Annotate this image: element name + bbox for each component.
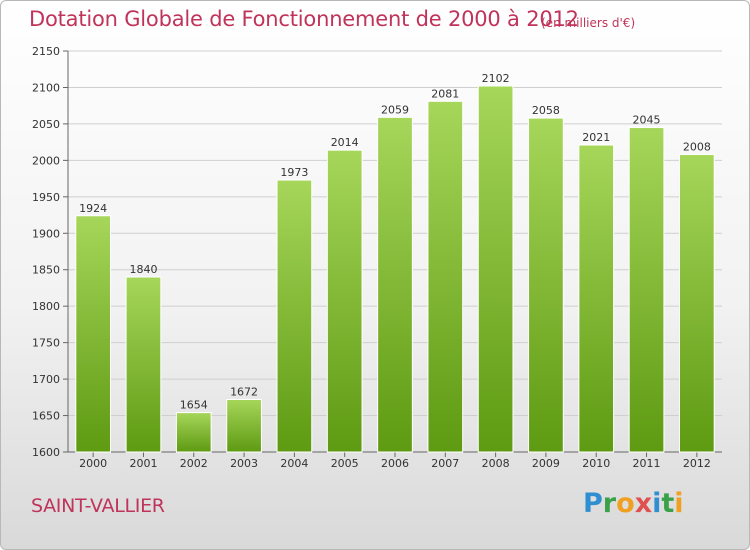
bar-value-label: 1924 (79, 202, 107, 215)
x-tick-label: 2004 (280, 457, 308, 470)
bar-value-label: 2021 (582, 131, 610, 144)
bar (678, 154, 715, 453)
x-tick-label: 2001 (129, 457, 157, 470)
bar (477, 85, 514, 453)
bar-value-label: 2008 (683, 141, 711, 154)
y-tick-label: 1650 (32, 410, 60, 423)
bar-value-label: 1672 (230, 386, 258, 399)
bar (528, 117, 564, 453)
y-tick-label: 1900 (32, 227, 60, 240)
x-tick-label: 2007 (431, 457, 459, 470)
y-tick-label: 1750 (32, 337, 60, 350)
x-tick-label: 2008 (482, 457, 510, 470)
logo-letter: t (661, 488, 675, 519)
logo-letter: r (602, 488, 617, 519)
x-tick-label: 2005 (331, 457, 359, 470)
x-tick-label: 2002 (180, 457, 208, 470)
x-tick-label: 2009 (532, 457, 560, 470)
y-tick-label: 1800 (32, 300, 60, 313)
bar-value-label: 1654 (180, 399, 208, 412)
y-tick-label: 2000 (32, 154, 60, 167)
bar (427, 100, 464, 453)
x-tick-label: 2012 (683, 457, 711, 470)
unit-note: (en milliers d'€) (541, 16, 636, 30)
bar (276, 179, 313, 453)
bar-value-label: 2059 (381, 103, 409, 116)
logo-letter: i (674, 488, 684, 519)
y-tick-label: 1700 (32, 373, 60, 386)
x-tick-label: 2011 (633, 457, 661, 470)
x-tick-label: 2003 (230, 457, 258, 470)
y-tick-label: 2100 (32, 81, 60, 94)
x-tick-label: 2000 (79, 457, 107, 470)
bar (628, 127, 665, 453)
bar-value-label: 2014 (331, 136, 359, 149)
bar (125, 276, 162, 453)
y-tick-label: 2150 (32, 45, 60, 58)
logo-letter: x (634, 488, 653, 519)
chart-title: Dotation Globale de Fonctionnement de 20… (29, 7, 579, 31)
commune-name: SAINT-VALLIER (31, 495, 165, 517)
logo-letter: o (616, 488, 635, 519)
y-tick-label: 1850 (32, 264, 60, 277)
proxiti-logo[interactable]: Proxiti (583, 488, 684, 519)
logo-letter: i (652, 488, 662, 519)
y-tick-label: 1950 (32, 191, 60, 204)
bar (377, 116, 413, 453)
bar (175, 412, 212, 453)
y-tick-label: 1600 (32, 446, 60, 459)
bar-layer: 1924 1840 1654 1672 1973 2014 2059 2081 2102 2058… (75, 72, 715, 453)
bar-value-label: 1840 (129, 263, 157, 276)
bar-value-label: 2058 (532, 104, 560, 117)
logo-letter: P (583, 488, 603, 519)
y-tick-label: 2050 (32, 118, 60, 131)
x-tick-label: 2010 (582, 457, 610, 470)
bar-value-label: 2081 (431, 87, 459, 100)
bar (226, 399, 262, 453)
bar (578, 144, 615, 453)
x-tick-label: 2006 (381, 457, 409, 470)
bar (75, 215, 112, 453)
bar (326, 149, 363, 453)
bar-value-label: 2045 (633, 114, 661, 127)
bar-value-label: 2102 (482, 72, 510, 85)
bar-value-label: 1973 (280, 166, 308, 179)
